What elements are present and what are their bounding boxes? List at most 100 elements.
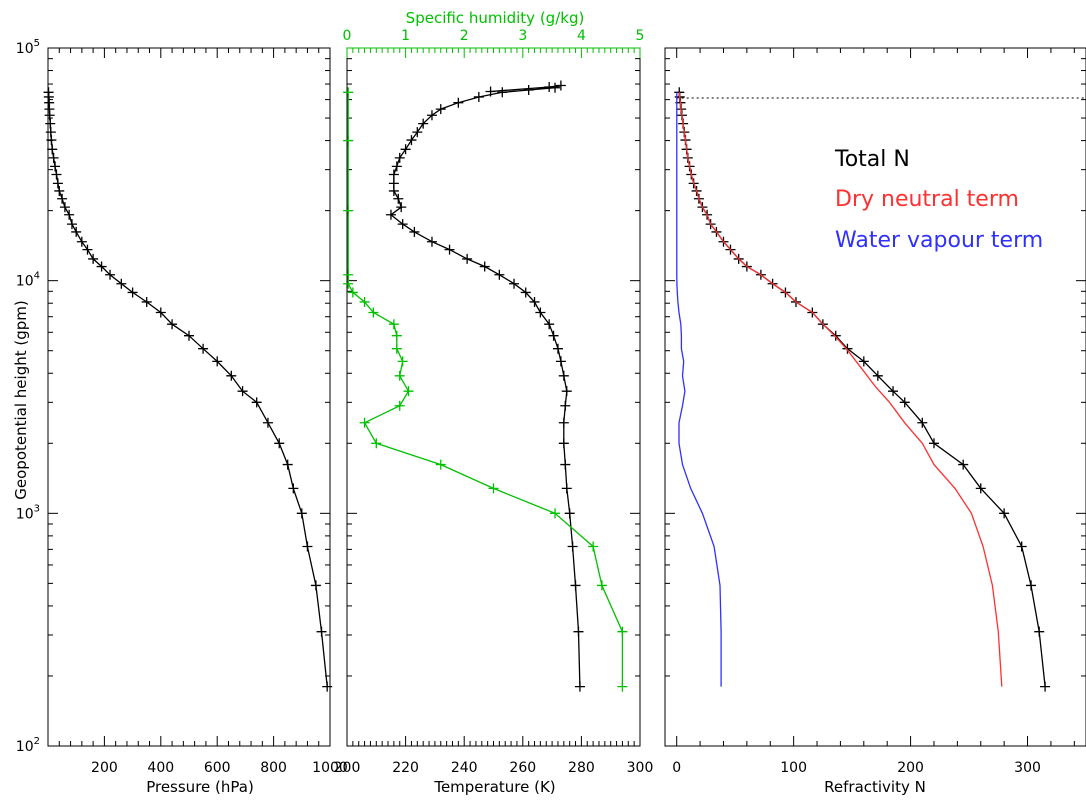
data-point	[561, 483, 572, 494]
x-tick-label: 300	[627, 760, 654, 776]
data-point	[544, 319, 555, 330]
data-point	[462, 253, 473, 264]
y-tick-label-base: 10	[16, 274, 34, 290]
x2-tick-label: 5	[636, 28, 645, 44]
data-point	[561, 386, 572, 397]
plot-frame	[346, 47, 641, 747]
data-point	[64, 209, 75, 220]
x-tick-label: 200	[91, 760, 118, 776]
y-tick-label-base: 10	[16, 506, 34, 522]
humidity-x-label: Specific humidity (g/kg)	[406, 9, 585, 27]
x2-tick-label: 2	[460, 28, 469, 44]
data-point	[830, 330, 841, 341]
y-tick-label: 105	[16, 38, 40, 57]
data-point	[567, 541, 578, 552]
data-point	[535, 307, 546, 318]
data-point	[520, 287, 531, 298]
x-tick-label: 300	[1014, 760, 1041, 776]
data-point	[391, 161, 402, 172]
series-line	[47, 92, 328, 687]
x-tick-label: 1000	[312, 760, 348, 776]
data-point	[555, 80, 566, 91]
x-tick-label: 200	[334, 760, 361, 776]
data-point	[302, 541, 313, 552]
data-point	[59, 202, 70, 213]
data-point	[45, 127, 56, 138]
pressure-x-label: Pressure (hPa)	[146, 778, 254, 796]
x-tick-label: 600	[204, 760, 231, 776]
data-point	[435, 459, 446, 470]
data-point	[310, 580, 321, 591]
data-point	[872, 370, 883, 381]
data-point	[550, 82, 561, 93]
data-point	[343, 269, 354, 280]
data-point	[343, 87, 354, 98]
x2-tick-label: 0	[343, 28, 352, 44]
data-point	[888, 386, 899, 397]
x2-tick-label: 3	[518, 28, 527, 44]
data-point	[1016, 541, 1027, 552]
data-point	[928, 438, 939, 449]
data-point	[497, 87, 508, 98]
data-point	[371, 438, 382, 449]
data-point	[359, 417, 370, 428]
data-point	[51, 169, 62, 180]
data-point	[394, 370, 405, 381]
data-point	[1040, 681, 1051, 692]
x-tick-label: 100	[780, 760, 807, 776]
data-point	[570, 580, 581, 591]
data-point	[141, 296, 152, 307]
data-point	[573, 626, 584, 637]
x-tick-label: 400	[147, 760, 174, 776]
data-point	[548, 330, 559, 341]
y-tick-label-exponent: 3	[34, 503, 40, 514]
data-point	[479, 261, 490, 272]
refractivity-panel: 0 100 200 300	[664, 47, 1086, 776]
y-tick-label-exponent: 5	[34, 38, 40, 49]
data-point	[388, 178, 399, 189]
y-tick-label-base: 10	[16, 739, 34, 755]
x-tick-label: 240	[451, 760, 478, 776]
data-point	[388, 169, 399, 180]
data-point	[396, 202, 407, 213]
data-point	[397, 219, 408, 230]
data-point	[198, 343, 209, 354]
series-line	[678, 92, 1003, 687]
x-tick-label: 220	[392, 760, 419, 776]
data-point	[296, 508, 307, 519]
data-point	[45, 118, 56, 129]
data-point	[274, 438, 285, 449]
series-line	[676, 92, 722, 687]
data-point	[359, 296, 370, 307]
data-point	[426, 110, 437, 121]
data-point	[488, 483, 499, 494]
data-point	[237, 386, 248, 397]
data-point	[394, 152, 405, 163]
y-tick-label: 102	[16, 736, 40, 755]
data-point	[391, 330, 402, 341]
data-point	[54, 185, 65, 196]
data-point	[52, 178, 63, 189]
data-point	[48, 152, 59, 163]
data-point	[1026, 580, 1037, 591]
data-point	[82, 244, 93, 255]
data-point	[485, 86, 496, 97]
data-point	[529, 296, 540, 307]
temperature-humidity-panel: 200 220 240 260 280 300 0 1 2 3 4 5	[334, 28, 654, 776]
data-point	[316, 626, 327, 637]
data-point	[385, 209, 396, 220]
data-point	[105, 269, 116, 280]
data-point	[917, 417, 928, 428]
data-point	[282, 459, 293, 470]
data-point	[184, 330, 194, 341]
data-point	[473, 91, 484, 102]
data-point	[43, 87, 54, 98]
data-point	[617, 681, 628, 692]
data-point	[226, 370, 237, 381]
y-tick-label: 103	[16, 503, 40, 522]
y-tick-label: 104	[16, 271, 40, 290]
y-axis-label: Geopotential height (gpm)	[12, 300, 30, 499]
series-line	[389, 84, 581, 687]
data-point	[400, 144, 411, 155]
